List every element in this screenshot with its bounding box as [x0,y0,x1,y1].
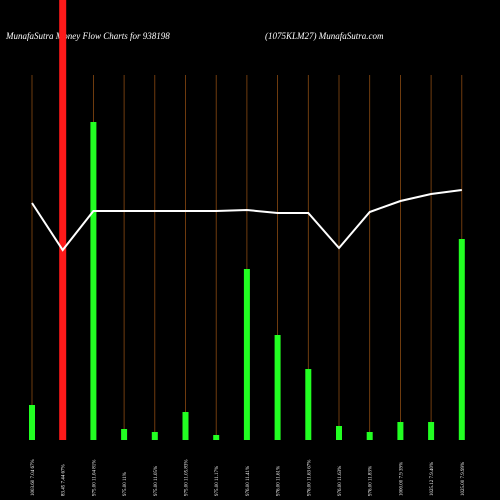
x-tick-label: 1003.60 7.04 67% [31,459,36,496]
money-flow-line [31,189,462,252]
x-tick-label: 976.00 11.63% [338,466,343,496]
x-tick-label: 1025.00 7.9.99% [461,462,466,496]
x-tick-label: 975.00 11.04 81% [92,460,97,496]
x-tick-label: 976.00 11.63 67% [307,460,312,496]
bar [151,432,158,440]
x-tick-label: 83.45 7.44 67% [62,464,67,496]
chart-title: MunafaSutra Money Flow Charts for 938198 [5,31,170,41]
bar [366,432,373,440]
x-tick-label: 975.00 11% [123,472,128,496]
bar [243,269,250,440]
chart-subtitle: (1075KLM27) MunafaSutra.com [265,31,384,41]
bar [29,405,35,440]
bar [274,335,281,440]
bar [458,239,465,440]
bar [182,412,189,440]
bar [213,435,220,440]
x-tick-label: 975.00 11.05.83% [185,460,190,496]
bar [121,429,128,440]
x-tick-label: 1000.00 7.9 39% [399,462,404,496]
bar [397,422,404,440]
bar [336,426,342,440]
bar [90,122,97,440]
bar [305,369,312,440]
x-tick-label: 976.00 11.83% [369,466,374,496]
x-tick-label: 1025.12 7.9.40% [430,462,435,496]
bar [59,0,67,440]
x-tick-label: 975.00 11.05% [154,466,159,496]
x-tick-label: 975.00 11.17% [215,466,220,496]
bar [428,422,435,440]
x-tick-label: 976.00 11.61% [277,466,282,496]
x-tick-label: 976.00 11.41% [246,466,251,496]
